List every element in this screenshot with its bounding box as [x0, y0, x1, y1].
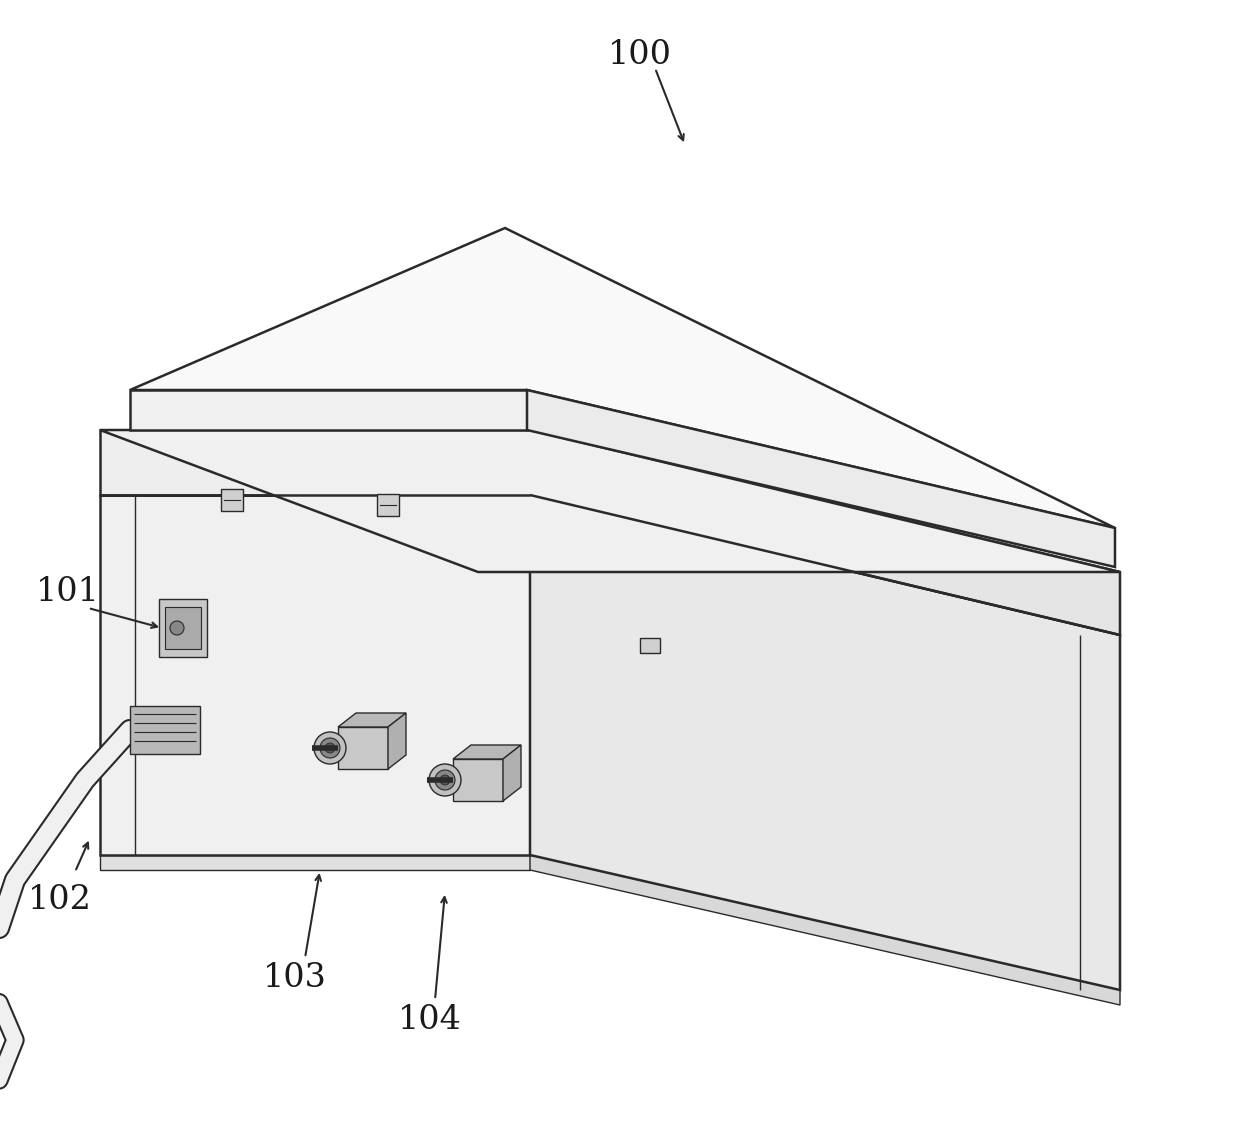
Polygon shape	[377, 493, 399, 516]
Polygon shape	[221, 489, 243, 511]
Polygon shape	[640, 638, 660, 653]
Polygon shape	[388, 713, 405, 769]
Circle shape	[320, 738, 340, 758]
Circle shape	[435, 770, 455, 790]
Polygon shape	[130, 706, 200, 754]
Text: 102: 102	[29, 883, 92, 916]
Polygon shape	[130, 229, 1115, 528]
Circle shape	[440, 775, 450, 785]
Polygon shape	[130, 390, 527, 430]
Polygon shape	[453, 745, 521, 760]
Circle shape	[170, 621, 184, 634]
Polygon shape	[453, 760, 503, 800]
Polygon shape	[100, 495, 529, 855]
Polygon shape	[100, 855, 529, 870]
Polygon shape	[503, 745, 521, 800]
Circle shape	[429, 764, 461, 796]
Text: 103: 103	[263, 962, 327, 994]
Text: 101: 101	[36, 576, 100, 608]
Polygon shape	[100, 430, 1120, 572]
Polygon shape	[100, 430, 529, 495]
Polygon shape	[529, 855, 1120, 1005]
Polygon shape	[339, 713, 405, 727]
Polygon shape	[165, 607, 201, 649]
Text: 100: 100	[608, 39, 672, 70]
Polygon shape	[529, 430, 1120, 634]
Polygon shape	[339, 727, 388, 769]
Polygon shape	[529, 495, 1120, 990]
Polygon shape	[159, 599, 207, 657]
Circle shape	[314, 732, 346, 764]
Polygon shape	[527, 390, 1115, 567]
Circle shape	[325, 742, 335, 753]
Text: 104: 104	[398, 1004, 461, 1036]
